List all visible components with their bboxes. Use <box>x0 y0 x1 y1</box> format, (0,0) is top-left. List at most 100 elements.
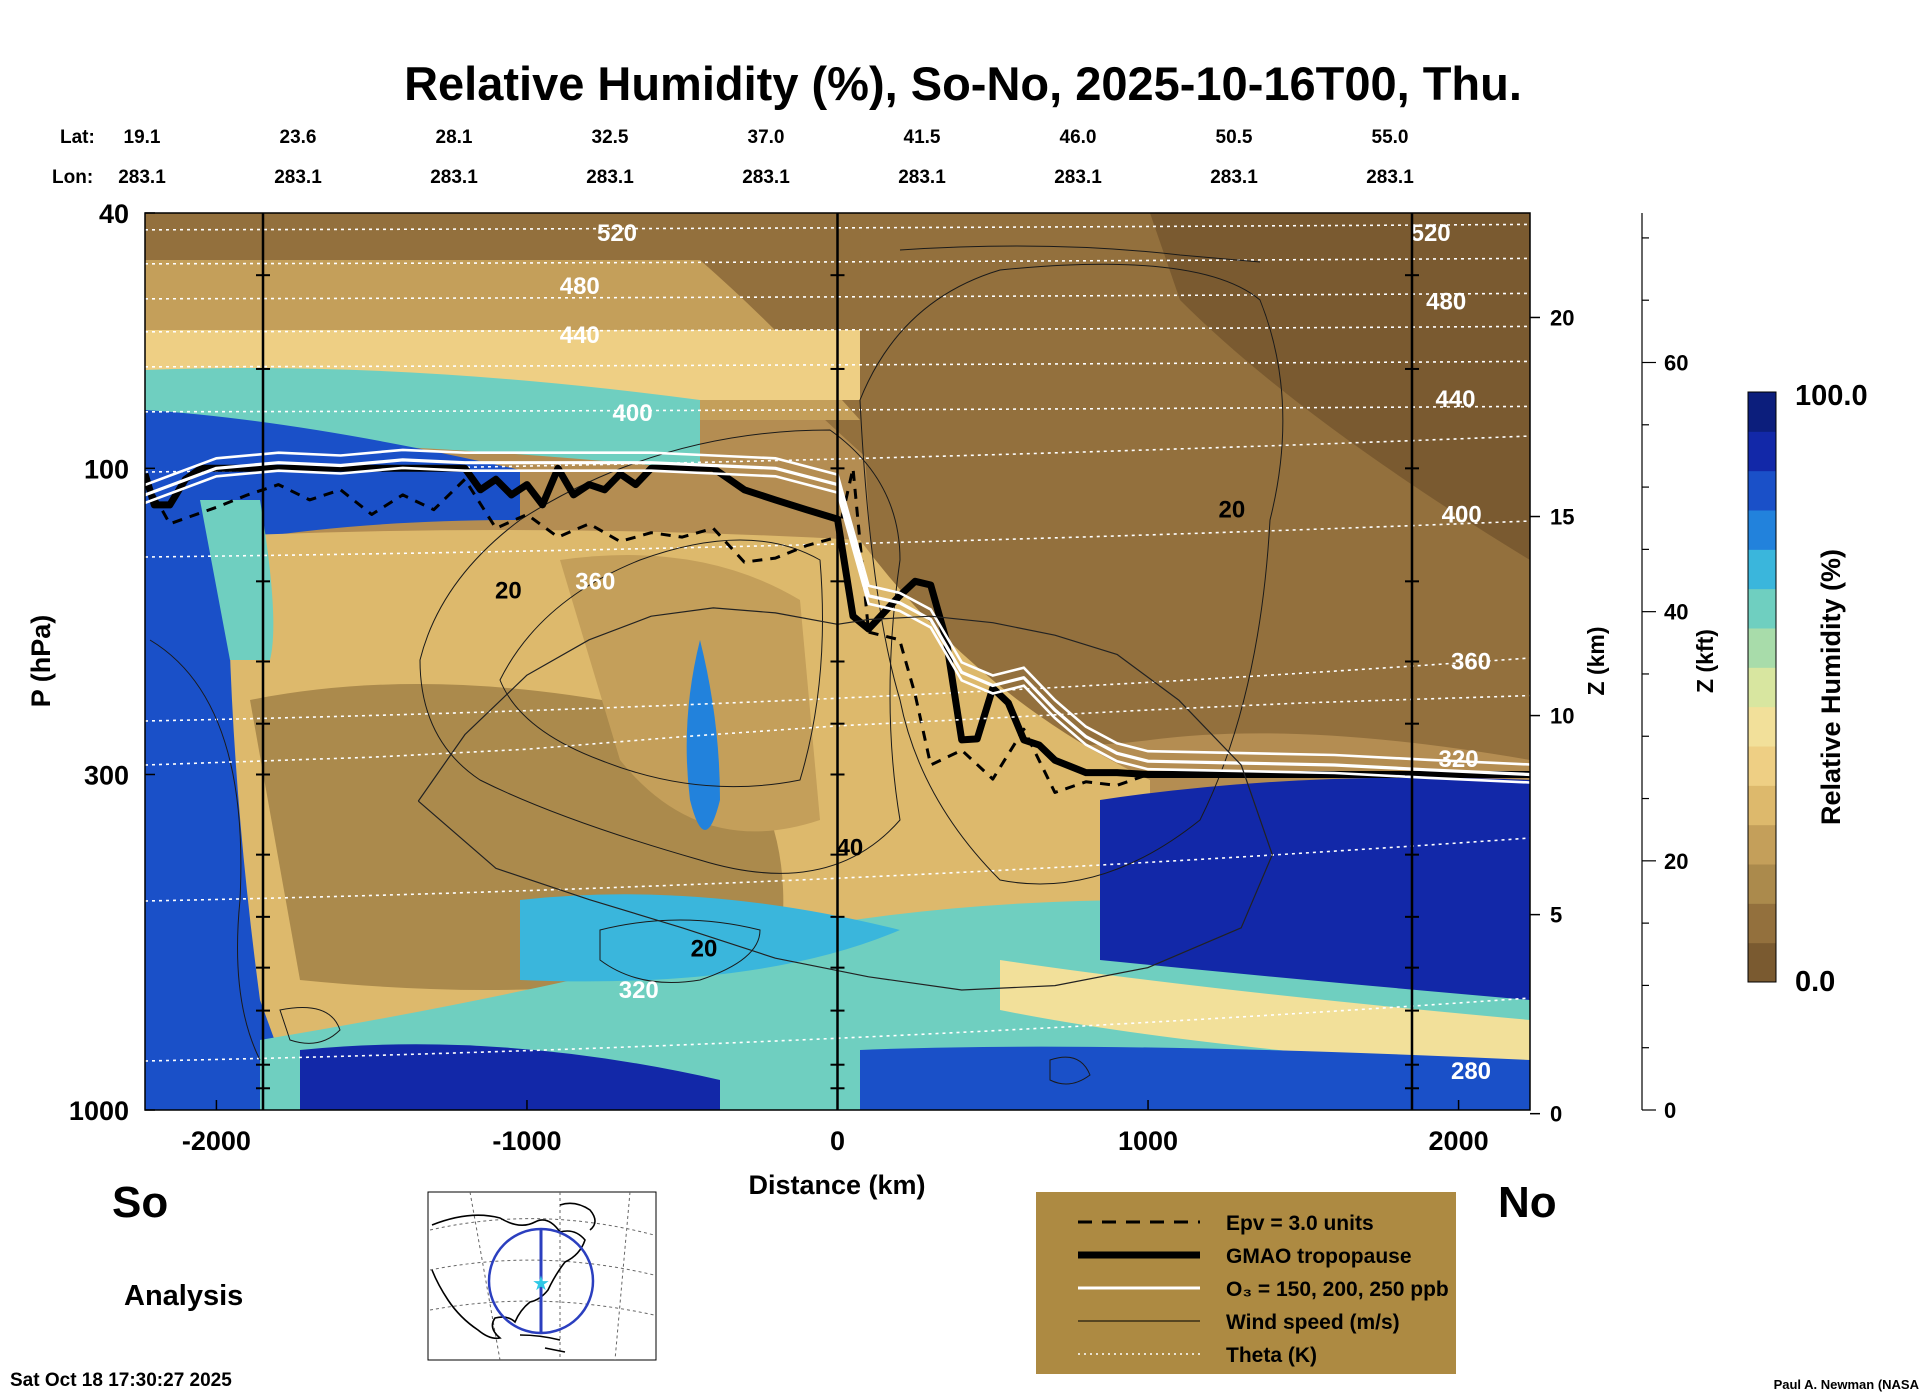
colorbar-band <box>1748 470 1776 511</box>
colorbar-band <box>1748 667 1776 708</box>
field-low-dark <box>300 1044 720 1110</box>
x-tick-label: 1000 <box>1118 1126 1178 1156</box>
z-kft-axis-label: Z (kft) <box>1692 629 1718 693</box>
colorbar-bands <box>1748 392 1776 983</box>
theta-contour <box>145 292 1530 300</box>
z-km-tick-label: 5 <box>1550 903 1562 928</box>
lat-tick: 55.0 <box>1372 127 1409 148</box>
x-tick-label: -2000 <box>182 1126 251 1156</box>
x-axis: -2000 -1000 0 1000 2000 <box>182 1100 1489 1156</box>
colorbar-band <box>1748 706 1776 747</box>
colorbar-label: Relative Humidity (%) <box>1816 549 1846 825</box>
y-axis-label: P (hPa) <box>26 615 56 708</box>
wind-label: 20 <box>691 935 718 962</box>
lat-tick: 50.5 <box>1216 127 1253 148</box>
theta-contour <box>145 360 1530 368</box>
lat-lon-header: Lat: Lon: 19.1 23.6 28.1 32.5 37.0 41.5 46.0 50… <box>52 127 1414 188</box>
x-axis-label: Distance (km) <box>748 1170 925 1200</box>
lat-tick: 37.0 <box>748 127 785 148</box>
theta-contours <box>145 223 1530 1062</box>
legend-entries: Epv = 3.0 units GMAO tropopause O₃ = 150, … <box>1078 1212 1449 1367</box>
z-kft-tick-label: 0 <box>1664 1098 1676 1123</box>
field-low-north-dark <box>1100 777 1530 1000</box>
colorbar-band <box>1748 942 1776 983</box>
series-lines <box>145 448 1530 991</box>
colorbar-max-label: 100.0 <box>1795 380 1868 412</box>
series-line <box>145 466 1530 784</box>
wind-label: 40 <box>837 835 864 862</box>
wind-label: 20 <box>495 577 522 604</box>
colorbar-band <box>1748 431 1776 472</box>
wind-label: 20 <box>1219 497 1246 524</box>
north-label: No <box>1498 1178 1557 1227</box>
colorbar: 100.0 0.0 Relative Humidity (%) <box>1747 380 1868 998</box>
legend-label: Epv = 3.0 units <box>1226 1212 1374 1235</box>
theta-label: 320 <box>1439 746 1479 773</box>
colorbar-min-label: 0.0 <box>1795 966 1835 998</box>
wind-contour <box>149 639 261 1061</box>
wind-contour <box>599 919 761 983</box>
y-tick-label: 1000 <box>69 1096 129 1126</box>
lat-label: Lat: <box>60 127 95 148</box>
wind-contour <box>1049 1056 1091 1085</box>
colorbar-band <box>1748 824 1776 865</box>
x-tick-label: -1000 <box>492 1126 561 1156</box>
field-moist-band <box>145 368 700 470</box>
y-tick-label: 300 <box>84 760 129 790</box>
inset-map-grid <box>429 1191 655 1361</box>
theta-label: 520 <box>597 220 637 247</box>
theta-label: 480 <box>560 273 600 300</box>
lon-tick: 283.1 <box>742 167 790 188</box>
series-line <box>145 466 1149 794</box>
field-plume <box>686 640 720 830</box>
theta-contour <box>145 405 1530 413</box>
theta-contour <box>145 325 1530 333</box>
theta-label: 400 <box>613 400 653 427</box>
z-km-tick-label: 15 <box>1550 505 1574 530</box>
field-low-north-floor <box>860 1046 1530 1110</box>
theta-label: 360 <box>1451 649 1491 676</box>
colorbar-band <box>1748 785 1776 826</box>
lat-tick: 41.5 <box>904 127 941 148</box>
theta-contour <box>145 257 1530 265</box>
wind-contour <box>899 245 1261 263</box>
legend-label: GMAO tropopause <box>1226 1245 1412 1268</box>
y-tick-label: 40 <box>99 199 129 229</box>
lon-tick: 283.1 <box>1210 167 1258 188</box>
field-south-column2 <box>200 500 274 660</box>
analysis-label: Analysis <box>124 1280 243 1312</box>
legend-label: Wind speed (m/s) <box>1226 1311 1400 1334</box>
colorbar-band <box>1748 628 1776 668</box>
x-tick-label: 2000 <box>1429 1126 1489 1156</box>
legend-label: Theta (K) <box>1226 1344 1317 1367</box>
field-south-column <box>145 440 300 1110</box>
y-tick-label: 100 <box>84 454 129 484</box>
theta-label: 320 <box>619 977 659 1004</box>
legend: Epv = 3.0 units GMAO tropopause O₃ = 150, … <box>1036 1192 1456 1374</box>
y-axis: 40 100 300 1000 <box>69 199 155 1126</box>
theta-label: 360 <box>575 568 615 595</box>
footer-credit: Paul A. Newman (NASA <box>1774 1377 1920 1392</box>
lat-ticks: 19.1 23.6 28.1 32.5 37.0 41.5 46.0 50.5 55.0 <box>124 127 1409 148</box>
colorbar-band <box>1748 510 1776 550</box>
inset-map: ★ <box>427 1191 657 1361</box>
colorbar-band <box>1748 588 1776 629</box>
z-km-axis: 0 5 10 15 20 <box>1530 305 1574 1127</box>
lon-tick: 283.1 <box>586 167 634 188</box>
colorbar-band <box>1748 392 1776 432</box>
legend-label: O₃ = 150, 200, 250 ppb <box>1226 1278 1449 1301</box>
z-kft-tick-label: 40 <box>1664 600 1688 625</box>
z-km-axis-label: Z (km) <box>1583 627 1609 696</box>
theta-label: 520 <box>1411 220 1451 247</box>
field-mid-dark2 <box>560 555 820 832</box>
theta-contour <box>145 435 1530 473</box>
x-tick-label: 0 <box>830 1126 845 1156</box>
theta-label: 440 <box>560 322 600 349</box>
south-label: So <box>112 1178 168 1227</box>
vertical-marker-lines <box>256 213 1419 1110</box>
field-north-upper2 <box>1150 213 1530 560</box>
series-line <box>145 458 1530 777</box>
lat-tick: 23.6 <box>280 127 317 148</box>
footer-timestamp: Sat Oct 18 17:30:27 2025 <box>10 1370 232 1391</box>
